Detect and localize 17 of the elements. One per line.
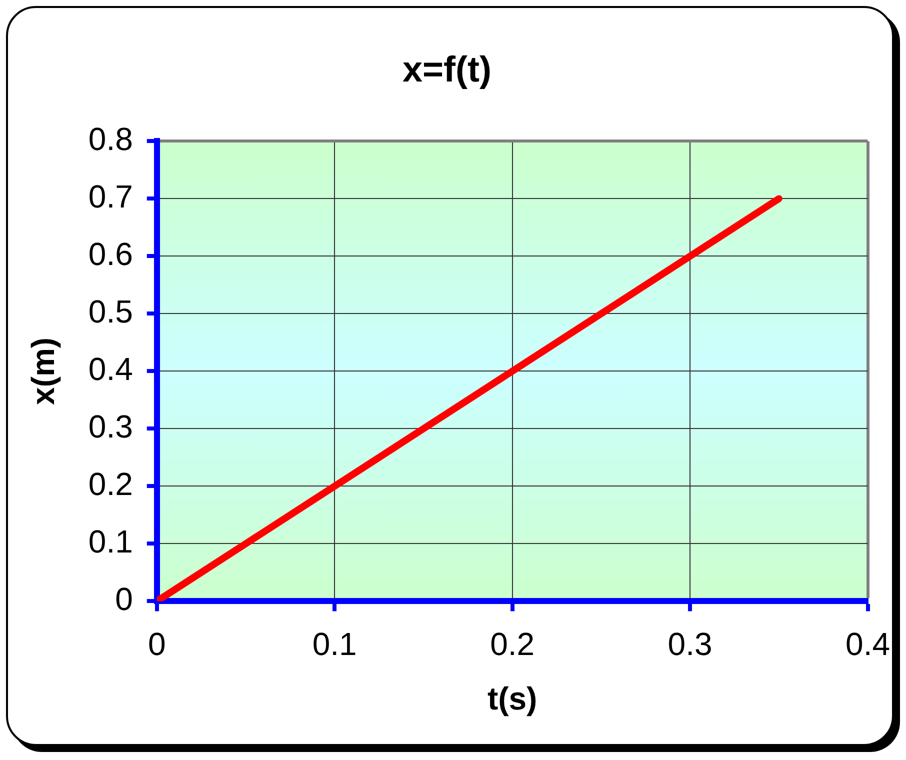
y-tick-label: 0.4 — [88, 351, 133, 388]
y-axis-title: x(m) — [25, 337, 62, 405]
y-tick-label: 0.5 — [88, 294, 133, 330]
x-tick-label: 0.4 — [846, 626, 890, 662]
y-tick-label: 0.2 — [88, 466, 133, 502]
y-tick-label: 0 — [115, 581, 133, 618]
y-tick-label: 0.8 — [88, 121, 133, 158]
y-tick-label: 0.3 — [88, 408, 133, 445]
x-tick-label: 0.2 — [490, 626, 535, 662]
x-tick-label: 0.3 — [668, 626, 712, 662]
chart-title: x=f(t) — [402, 48, 492, 90]
y-tick-label: 0.7 — [88, 178, 133, 215]
x-tick-label: 0.1 — [312, 626, 357, 662]
x-tick-label: 0 — [148, 626, 166, 662]
x-axis-title: t(s) — [487, 680, 538, 717]
y-tick-label: 0.6 — [88, 236, 133, 272]
y-tick-label: 0.1 — [88, 524, 133, 560]
